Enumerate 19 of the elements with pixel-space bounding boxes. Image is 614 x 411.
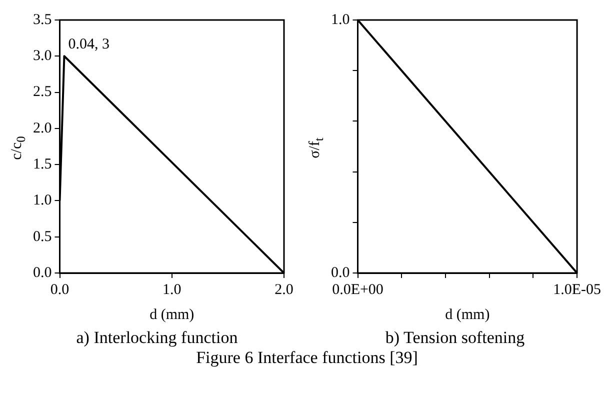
annotation: 0.04, 3	[68, 36, 110, 53]
y-tick-label: 3.5	[33, 12, 52, 28]
y-tick-label: 1.5	[33, 156, 52, 173]
y-tick-label: 0.5	[33, 228, 52, 245]
y-tick-label: 0.0	[33, 264, 52, 281]
text: a) Interlocking function	[75, 328, 239, 348]
x-tick-label: 1.0E-05	[553, 282, 602, 298]
x-axis-title: d (mm)	[445, 306, 490, 323]
x-tick-label: 1.0	[162, 282, 182, 298]
text: b) Tension softening	[384, 328, 526, 348]
caption: Figure 6 Interface functions [39]	[195, 348, 419, 368]
x-axis-title: d (mm)	[150, 306, 194, 323]
x-tick-label: 2.0	[274, 282, 294, 298]
y-tick-label: 3.0	[33, 48, 52, 64]
x-tick-label: 0.0E+00	[332, 282, 384, 298]
y-tick-label: 1.0	[33, 192, 52, 209]
x-tick-label: 0.0	[50, 282, 70, 298]
y-tick-label: 2.0	[33, 120, 52, 136]
y-tick-label: 2.5	[33, 84, 52, 100]
